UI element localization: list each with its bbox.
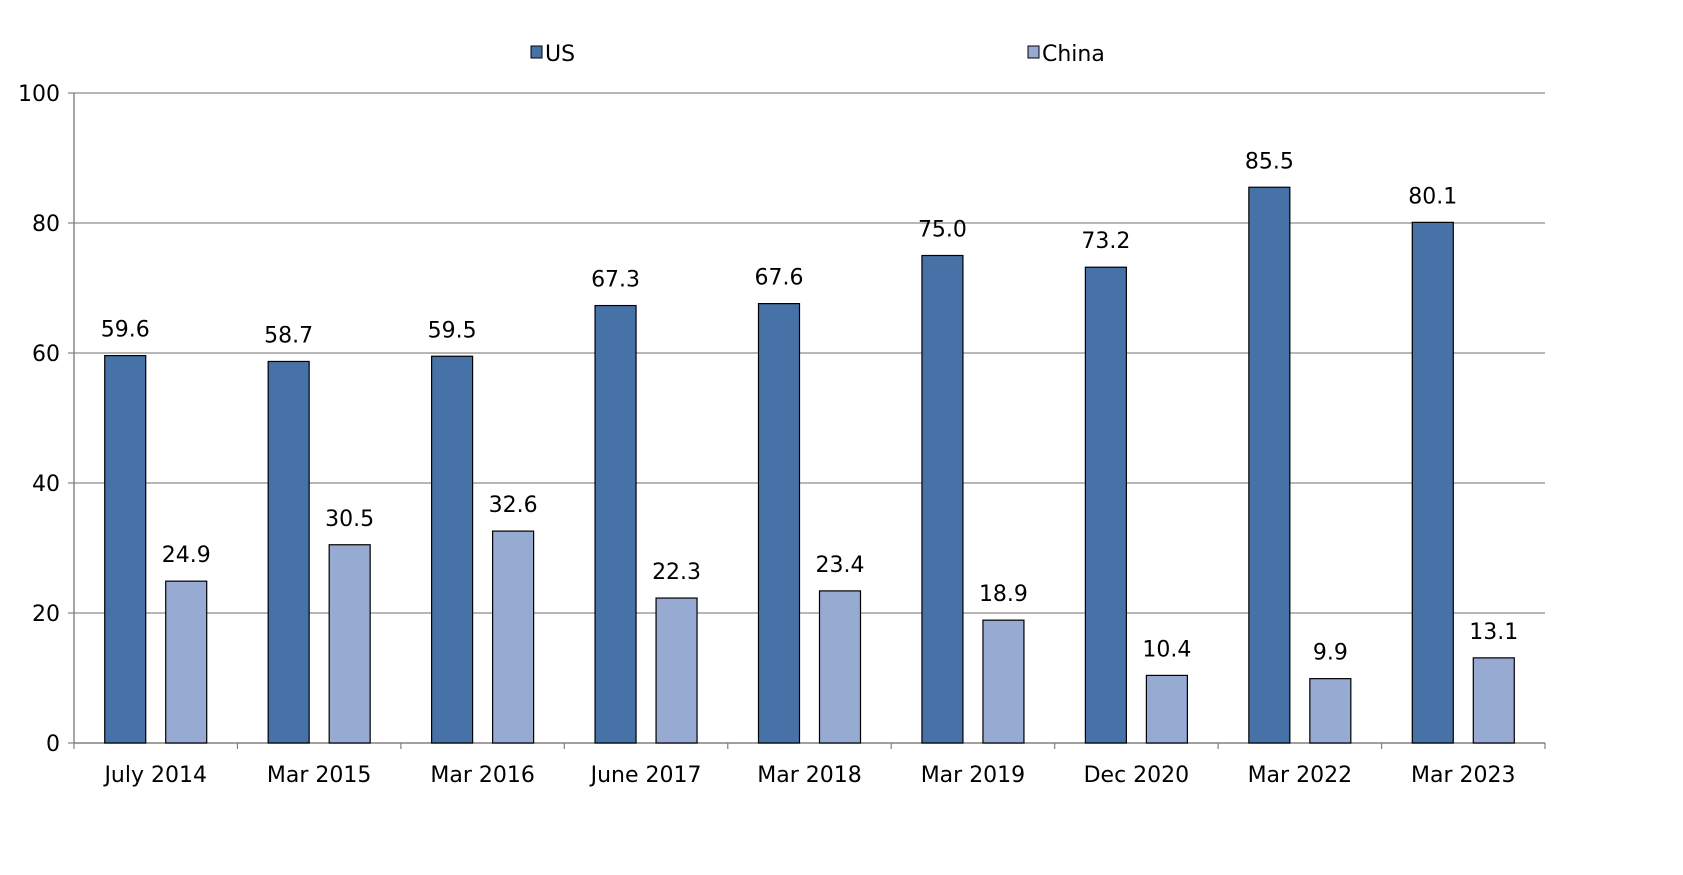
legend-label-china: China — [1042, 42, 1105, 67]
data-label-china-7: 9.9 — [1313, 641, 1348, 666]
data-label-china-8: 13.1 — [1469, 620, 1518, 645]
axes: 0 20 40 60 80 100 July 2014 Mar 2015 Mar 2016 Jun… — [18, 82, 1546, 788]
bar-us-7 — [1248, 186, 1291, 744]
legend-label-us: US — [545, 42, 575, 67]
x-tick-label: Mar 2018 — [757, 763, 862, 788]
y-tick-label-60: 60 — [32, 342, 60, 367]
data-label-china-1: 30.5 — [325, 507, 374, 532]
bar-china-3 — [655, 597, 698, 744]
bars — [104, 186, 1515, 744]
bar-us-1 — [267, 360, 310, 744]
bar-us-5 — [921, 254, 964, 744]
x-tick-label: June 2017 — [589, 763, 702, 788]
bar-china-4 — [818, 590, 862, 744]
data-label-us-7: 85.5 — [1245, 149, 1294, 174]
y-tick-label-0: 0 — [46, 732, 60, 757]
data-label-us-4: 67.6 — [755, 266, 804, 291]
bar-us-8 — [1411, 221, 1454, 744]
data-label-us-2: 59.5 — [428, 318, 477, 343]
bar-us-6 — [1084, 266, 1127, 744]
x-tick-label: Mar 2016 — [430, 763, 535, 788]
data-label-us-6: 73.2 — [1081, 229, 1130, 254]
x-tick-label: Mar 2022 — [1248, 763, 1353, 788]
bar-us-0 — [104, 355, 147, 744]
bar-china-1 — [328, 544, 371, 744]
data-label-china-0: 24.9 — [162, 543, 211, 568]
bar-china-7 — [1309, 678, 1352, 744]
bar-china-2 — [492, 530, 535, 744]
data-label-us-0: 59.6 — [101, 318, 150, 343]
bar-us-2 — [431, 355, 474, 744]
data-label-us-5: 75.0 — [918, 218, 967, 243]
bar-china-0 — [165, 580, 208, 744]
x-tick-label: Mar 2015 — [267, 763, 372, 788]
legend-swatch-us — [530, 45, 543, 59]
y-tick-label-80: 80 — [32, 212, 60, 237]
data-label-us-8: 80.1 — [1408, 184, 1457, 209]
legend-swatch-china — [1027, 45, 1040, 59]
bar-china-8 — [1472, 657, 1515, 744]
bar-china-6 — [1145, 674, 1188, 744]
x-tick-label: July 2014 — [102, 763, 207, 788]
data-label-china-6: 10.4 — [1142, 637, 1191, 662]
data-label-us-3: 67.3 — [591, 268, 640, 293]
bar-us-4 — [757, 303, 801, 744]
bar-china-5 — [982, 619, 1025, 744]
x-tick-label: Mar 2023 — [1411, 763, 1516, 788]
data-label-china-4: 23.4 — [816, 553, 865, 578]
data-labels: 59.6 58.7 59.5 67.3 67.6 75.0 73.2 85.5 80.1 24.9… — [101, 149, 1519, 665]
y-tick-label-40: 40 — [32, 472, 60, 497]
y-tick-label-100: 100 — [18, 82, 60, 107]
bar-us-3 — [594, 304, 637, 744]
data-label-china-2: 32.6 — [489, 493, 538, 518]
data-label-china-5: 18.9 — [979, 582, 1028, 607]
x-tick-label: Mar 2019 — [921, 763, 1026, 788]
data-label-china-3: 22.3 — [652, 560, 701, 585]
x-tick-label: Dec 2020 — [1084, 763, 1190, 788]
data-label-us-1: 58.7 — [264, 323, 313, 348]
y-tick-label-20: 20 — [32, 602, 60, 627]
legend: US China — [530, 42, 1105, 67]
gridlines — [74, 92, 1545, 614]
